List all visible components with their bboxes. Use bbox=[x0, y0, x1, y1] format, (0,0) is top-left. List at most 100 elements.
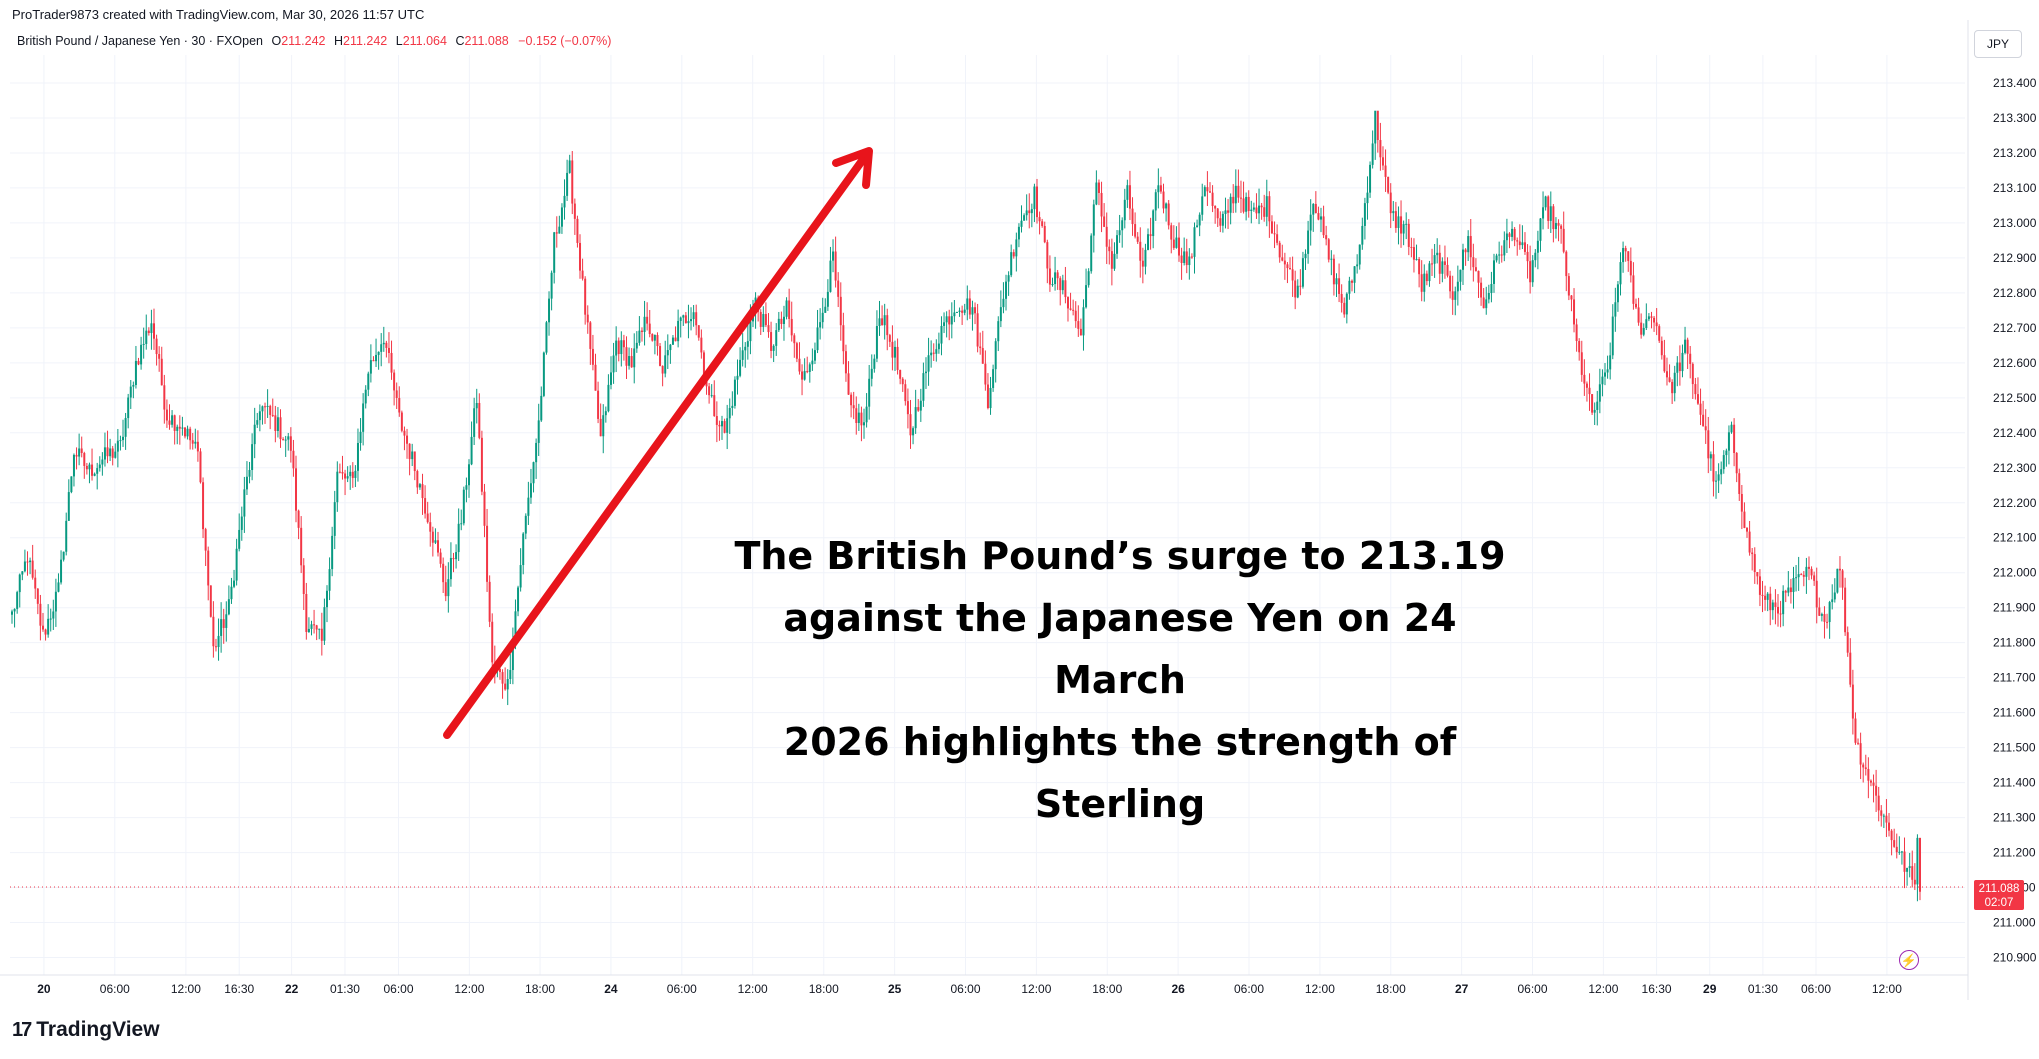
annotation-line-3: 2026 highlights the strength of Sterling bbox=[783, 720, 1457, 826]
candle bbox=[764, 302, 767, 328]
candle bbox=[1495, 253, 1498, 263]
time-axis[interactable]: 20 06:00 12:00 16:30 22 01:30 06:00 12:00 18:00 2… bbox=[0, 974, 1968, 996]
candle bbox=[1704, 409, 1707, 444]
candle bbox=[744, 342, 747, 368]
candle bbox=[227, 585, 230, 616]
candle bbox=[1175, 226, 1178, 249]
candle bbox=[1477, 270, 1480, 298]
candle bbox=[682, 314, 685, 326]
candle bbox=[803, 358, 806, 381]
candle bbox=[1898, 836, 1901, 855]
candle bbox=[1211, 185, 1214, 213]
candle bbox=[501, 669, 504, 699]
candle bbox=[1769, 586, 1772, 626]
candle bbox=[460, 509, 463, 531]
candle bbox=[1598, 368, 1601, 414]
candle bbox=[1180, 247, 1183, 280]
candle bbox=[1882, 813, 1885, 829]
candle bbox=[664, 340, 667, 378]
candle bbox=[1190, 253, 1193, 259]
candle bbox=[1216, 207, 1219, 227]
candle bbox=[656, 332, 659, 356]
candle bbox=[1079, 318, 1082, 336]
candle bbox=[604, 406, 607, 423]
candle bbox=[935, 339, 938, 362]
candle bbox=[1059, 276, 1062, 306]
candle bbox=[886, 308, 889, 351]
candle bbox=[1851, 669, 1854, 735]
lightning-icon[interactable]: ⚡ bbox=[1899, 950, 1919, 970]
candle bbox=[310, 620, 313, 636]
candle bbox=[865, 393, 868, 428]
candle bbox=[976, 303, 979, 353]
candle bbox=[1580, 340, 1583, 382]
tradingview-logo[interactable]: 17 TradingView bbox=[12, 1018, 160, 1042]
candle bbox=[142, 327, 145, 359]
candle bbox=[1523, 232, 1526, 255]
symbol-name[interactable]: British Pound / Japanese Yen · 30 · FXOp… bbox=[17, 34, 263, 48]
candle bbox=[893, 340, 896, 371]
price-tick-label: 212.000 bbox=[1993, 566, 2037, 580]
candle bbox=[1387, 176, 1390, 195]
candle bbox=[1121, 217, 1124, 248]
candle bbox=[690, 307, 693, 331]
candle bbox=[83, 451, 86, 479]
candle bbox=[1232, 184, 1235, 214]
candle bbox=[452, 552, 455, 573]
candle bbox=[1844, 577, 1847, 636]
candle bbox=[932, 343, 935, 361]
candle bbox=[721, 415, 724, 440]
candle bbox=[1869, 779, 1872, 787]
candle bbox=[1565, 250, 1568, 292]
candle bbox=[1245, 192, 1248, 221]
candle bbox=[1247, 190, 1250, 218]
candle bbox=[235, 538, 238, 586]
candle bbox=[253, 407, 256, 459]
price-tick-label: 211.500 bbox=[1993, 741, 2036, 755]
candle bbox=[1782, 585, 1785, 627]
candle bbox=[1224, 197, 1227, 229]
candle bbox=[1149, 217, 1152, 250]
candle bbox=[560, 203, 563, 234]
price-tick-label: 212.200 bbox=[1993, 496, 2037, 510]
candle bbox=[1715, 471, 1718, 499]
candle bbox=[904, 379, 907, 406]
candle bbox=[870, 354, 873, 387]
candle bbox=[974, 302, 977, 325]
candle bbox=[21, 571, 24, 581]
candle bbox=[1673, 365, 1676, 402]
candle bbox=[780, 311, 783, 329]
candle bbox=[1198, 212, 1201, 237]
candle bbox=[429, 512, 432, 547]
candle bbox=[832, 239, 835, 273]
price-axis[interactable]: 213.400 213.300 213.200 213.100 213.000 212.9… bbox=[1967, 20, 2037, 1000]
candle bbox=[1304, 249, 1307, 270]
candle bbox=[597, 381, 600, 424]
candle bbox=[222, 608, 225, 644]
candle bbox=[1906, 867, 1909, 886]
candle bbox=[196, 430, 199, 462]
candle bbox=[1820, 612, 1823, 622]
candle bbox=[346, 466, 349, 483]
candle bbox=[1619, 252, 1622, 296]
symbol-legend[interactable]: British Pound / Japanese Yen · 30 · FXOp… bbox=[17, 34, 611, 48]
candle bbox=[462, 486, 465, 526]
candle bbox=[1381, 146, 1384, 171]
candle bbox=[413, 451, 416, 481]
candle bbox=[816, 309, 819, 354]
candle bbox=[1281, 244, 1284, 262]
candle bbox=[323, 598, 326, 645]
candle bbox=[1005, 274, 1008, 311]
candle bbox=[591, 334, 594, 371]
candle bbox=[899, 369, 902, 385]
candle bbox=[1575, 318, 1578, 352]
candle bbox=[1591, 394, 1594, 415]
candle bbox=[700, 329, 703, 359]
currency-button[interactable]: JPY bbox=[1974, 30, 2022, 58]
candle bbox=[124, 412, 127, 450]
candle bbox=[1720, 461, 1723, 485]
candle bbox=[331, 526, 334, 577]
candle bbox=[1219, 211, 1222, 233]
candle bbox=[1658, 324, 1661, 343]
